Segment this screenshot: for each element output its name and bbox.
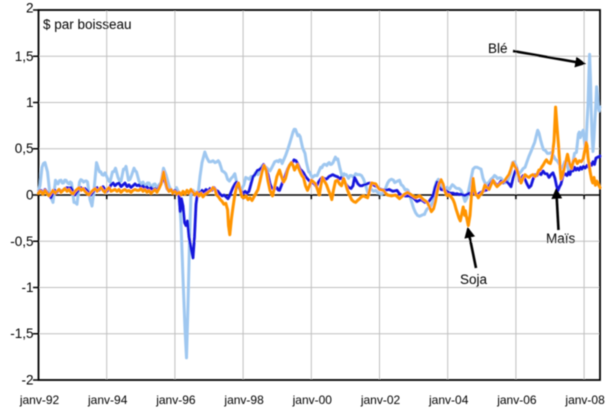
svg-text:1: 1 [26, 95, 34, 110]
svg-text:-1,5: -1,5 [10, 326, 33, 341]
svg-text:-1: -1 [21, 280, 33, 295]
svg-text:janv-06: janv-06 [496, 393, 537, 407]
svg-text:janv-92: janv-92 [19, 393, 60, 407]
svg-text:Blé: Blé [488, 41, 508, 56]
svg-text:janv-02: janv-02 [360, 393, 401, 407]
svg-text:2: 2 [26, 1, 34, 16]
svg-text:-0,5: -0,5 [10, 234, 33, 249]
svg-text:0,5: 0,5 [15, 141, 34, 156]
svg-text:janv-04: janv-04 [428, 393, 469, 407]
svg-text:janv-08: janv-08 [564, 393, 605, 407]
svg-text:$ par boisseau: $ par boisseau [43, 17, 132, 32]
svg-text:janv-94: janv-94 [87, 393, 128, 407]
svg-text:Soja: Soja [460, 272, 488, 287]
svg-text:0: 0 [26, 188, 34, 203]
svg-text:-2: -2 [21, 373, 33, 388]
svg-text:janv-96: janv-96 [155, 393, 196, 407]
svg-text:janv-98: janv-98 [223, 393, 264, 407]
svg-text:Maïs: Maïs [546, 231, 576, 246]
svg-text:1,5: 1,5 [15, 49, 34, 64]
svg-text:janv-00: janv-00 [292, 393, 333, 407]
